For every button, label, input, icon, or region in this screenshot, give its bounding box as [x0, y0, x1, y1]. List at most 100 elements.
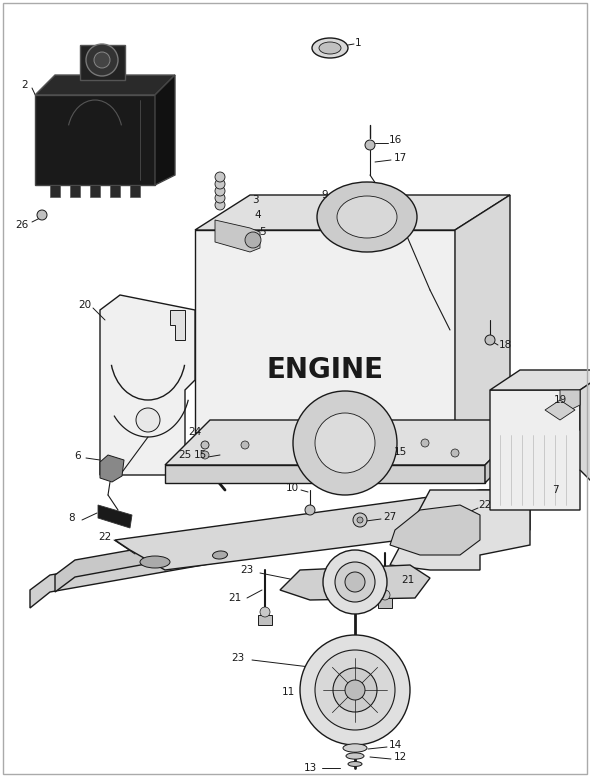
Text: 13: 13	[303, 763, 317, 773]
Text: 19: 19	[553, 395, 566, 405]
Circle shape	[260, 607, 270, 617]
Circle shape	[345, 572, 365, 592]
Polygon shape	[545, 400, 575, 420]
Text: 15: 15	[194, 450, 206, 460]
Polygon shape	[70, 185, 80, 197]
Text: 12: 12	[394, 752, 407, 762]
Polygon shape	[35, 95, 155, 185]
Polygon shape	[390, 505, 480, 555]
Ellipse shape	[346, 753, 364, 759]
Text: 22: 22	[478, 500, 491, 510]
Text: 26: 26	[15, 220, 29, 230]
Polygon shape	[50, 185, 60, 197]
Text: ENGINE: ENGINE	[267, 356, 384, 384]
Polygon shape	[195, 195, 510, 230]
Text: 1: 1	[355, 38, 361, 48]
Circle shape	[380, 590, 390, 600]
Text: 15: 15	[394, 447, 407, 457]
Text: eReplacementParts.com: eReplacementParts.com	[219, 393, 371, 406]
Ellipse shape	[319, 42, 341, 54]
Polygon shape	[390, 490, 530, 570]
Ellipse shape	[317, 182, 417, 252]
Circle shape	[315, 413, 375, 473]
Polygon shape	[130, 185, 140, 197]
Polygon shape	[215, 220, 260, 252]
Circle shape	[215, 172, 225, 182]
Text: 5: 5	[258, 227, 266, 237]
Circle shape	[365, 140, 375, 150]
Text: 14: 14	[388, 740, 402, 750]
Ellipse shape	[312, 38, 348, 58]
Circle shape	[451, 449, 459, 457]
Text: 22: 22	[99, 532, 112, 542]
Text: 27: 27	[384, 512, 396, 522]
Ellipse shape	[337, 196, 397, 238]
Polygon shape	[98, 505, 132, 528]
Text: 10: 10	[286, 483, 299, 493]
Text: 9: 9	[322, 190, 328, 200]
Text: 17: 17	[394, 153, 407, 163]
Polygon shape	[485, 420, 530, 483]
Circle shape	[305, 505, 315, 515]
Circle shape	[201, 451, 209, 459]
Polygon shape	[195, 230, 455, 465]
Circle shape	[215, 186, 225, 196]
Circle shape	[215, 200, 225, 210]
Polygon shape	[165, 465, 485, 483]
Polygon shape	[100, 295, 195, 475]
Polygon shape	[258, 615, 272, 625]
Circle shape	[37, 210, 47, 220]
Circle shape	[241, 441, 249, 449]
Polygon shape	[170, 310, 185, 340]
Polygon shape	[115, 490, 530, 570]
Text: 21: 21	[228, 593, 242, 603]
Circle shape	[353, 513, 367, 527]
Circle shape	[215, 179, 225, 189]
Ellipse shape	[140, 556, 170, 568]
Circle shape	[201, 441, 209, 449]
Circle shape	[215, 193, 225, 203]
Polygon shape	[580, 370, 590, 490]
Polygon shape	[90, 185, 100, 197]
Polygon shape	[490, 370, 590, 390]
Text: 3: 3	[252, 195, 258, 205]
Circle shape	[357, 517, 363, 523]
Text: 21: 21	[401, 575, 415, 585]
Polygon shape	[80, 45, 125, 80]
Text: 2: 2	[22, 80, 28, 90]
Text: 18: 18	[499, 340, 512, 350]
Circle shape	[345, 680, 365, 700]
Polygon shape	[455, 195, 510, 465]
Circle shape	[335, 562, 375, 602]
Circle shape	[94, 52, 110, 68]
Polygon shape	[30, 510, 430, 608]
Text: 25: 25	[178, 450, 192, 460]
Polygon shape	[378, 598, 392, 608]
Circle shape	[421, 439, 429, 447]
Circle shape	[293, 391, 397, 495]
Circle shape	[136, 408, 160, 432]
Text: 8: 8	[68, 513, 76, 523]
Ellipse shape	[343, 744, 367, 752]
Polygon shape	[165, 420, 530, 465]
Text: 4: 4	[255, 210, 261, 220]
Text: 16: 16	[388, 135, 402, 145]
Text: 7: 7	[552, 485, 558, 495]
Polygon shape	[55, 497, 430, 592]
Text: 23: 23	[231, 653, 245, 663]
Circle shape	[315, 650, 395, 730]
Polygon shape	[280, 565, 430, 600]
Circle shape	[323, 550, 387, 614]
Ellipse shape	[212, 551, 228, 559]
Text: 24: 24	[188, 427, 202, 437]
Circle shape	[333, 668, 377, 712]
Text: 23: 23	[240, 565, 254, 575]
Polygon shape	[490, 390, 590, 510]
Circle shape	[485, 335, 495, 345]
Circle shape	[86, 44, 118, 76]
Polygon shape	[100, 455, 124, 482]
Polygon shape	[35, 75, 175, 95]
Circle shape	[245, 232, 261, 248]
Text: 20: 20	[78, 300, 91, 310]
Circle shape	[300, 635, 410, 745]
